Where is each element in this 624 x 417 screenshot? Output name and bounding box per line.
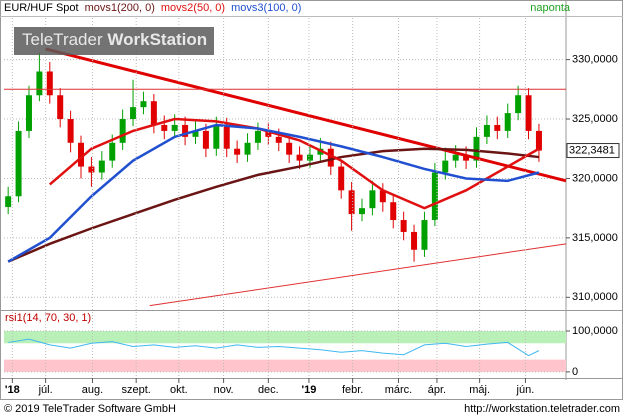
x-tick-label: ápr.: [428, 384, 446, 396]
trend-line: [45, 47, 567, 183]
candle-body: [98, 160, 105, 173]
watermark: TeleTrader WorkStation: [22, 30, 207, 49]
x-tick-label: '18: [5, 384, 20, 396]
ma-line: [7, 123, 540, 263]
trend-line: [149, 243, 567, 307]
candle-body: [88, 166, 95, 173]
legend-entry: movs3(100, 0): [231, 2, 301, 14]
x-tick-label: aug.: [82, 384, 103, 396]
last-value-box: [566, 143, 620, 159]
candle-body: [78, 142, 85, 167]
watermark-text: WorkStation: [107, 30, 207, 49]
x-tick-label: máj.: [469, 384, 490, 396]
candle-body: [36, 71, 43, 96]
candle-body: [400, 220, 407, 232]
candle-body: [296, 154, 303, 161]
candle-body: [213, 124, 220, 149]
candle-body: [182, 124, 189, 137]
footer-right: http://workstation.teletrader.com: [464, 403, 620, 415]
candle-body: [5, 196, 12, 207]
panel-label: rsi1(14, 70, 30, 1): [5, 312, 91, 324]
candle-body: [171, 124, 178, 131]
candle-body: [109, 142, 116, 161]
y-tick-label: 0: [572, 366, 578, 378]
candle-body: [15, 130, 22, 197]
candle-body: [504, 113, 511, 131]
candle-body: [327, 148, 334, 167]
watermark-box: [14, 27, 214, 55]
candle-body: [379, 190, 386, 203]
candle-body: [431, 172, 438, 221]
candle-body: [348, 190, 355, 215]
candle-body: [46, 71, 53, 96]
candle-body: [202, 130, 209, 149]
ma-line: [48, 117, 540, 210]
period: naponta: [530, 2, 571, 14]
candle-body: [223, 124, 230, 149]
candle-body: [494, 124, 501, 131]
candle-body: [254, 130, 261, 143]
x-tick-label: júl.: [38, 384, 53, 396]
legend-entry: movs1(200, 0): [85, 2, 155, 14]
rsi-line: [8, 338, 540, 357]
y-tick-label: 315,0000: [572, 232, 618, 244]
candle-body: [192, 130, 199, 137]
y-tick-label: 320,0000: [572, 172, 618, 184]
x-tick-label: '19: [302, 384, 317, 396]
candle-body: [515, 95, 522, 114]
candle-body: [483, 124, 490, 137]
x-tick-label: okt.: [170, 384, 188, 396]
x-tick-label: jún.: [516, 384, 535, 396]
y-tick-label: 330,0000: [572, 54, 618, 66]
candle-body: [390, 202, 397, 221]
band: [4, 330, 566, 344]
last-value-label: 322,3481: [569, 144, 615, 156]
ma-line: [7, 147, 540, 263]
candle-body: [265, 130, 272, 137]
candle-body: [57, 95, 64, 120]
candle-body: [338, 166, 345, 191]
x-tick-label: márc.: [385, 384, 413, 396]
candle-body: [161, 124, 168, 131]
candle-body: [463, 154, 470, 161]
candle-body: [119, 119, 126, 143]
x-tick-label: szept.: [121, 384, 150, 396]
candle-body: [369, 190, 376, 209]
x-tick-label: nov.: [214, 384, 234, 396]
candle-body: [359, 208, 366, 215]
footer-left: © 2019 TeleTrader Software GmbH: [4, 403, 176, 415]
candle-body: [411, 231, 418, 250]
candle-body: [244, 142, 251, 155]
candle-body: [275, 136, 282, 143]
y-tick-label: 310,0000: [572, 291, 618, 303]
x-tick-label: febr.: [342, 384, 363, 396]
candle-body: [67, 119, 74, 143]
candle-body: [525, 95, 532, 131]
watermark-text: TeleTrader: [22, 30, 103, 49]
candle-body: [25, 95, 32, 131]
candle-body: [473, 136, 480, 161]
candle-body: [442, 160, 449, 173]
candle-body: [306, 154, 313, 161]
candle-body: [452, 154, 459, 161]
candle-body: [234, 148, 241, 155]
legend-entry: movs2(50, 0): [161, 2, 225, 14]
plot: 310,0000 315,0000 320,0000 325,0000 330,0000…: [4, 18, 620, 396]
y-tick-label: 100,0000: [572, 325, 618, 337]
header: EUR/HUF Spot movs1(200, 0) movs2(50, 0) mov…: [4, 2, 301, 14]
y-tick-label: 325,0000: [572, 113, 618, 125]
chart-title: EUR/HUF Spot: [4, 2, 79, 14]
candle-body: [130, 107, 137, 120]
candle-body: [140, 101, 147, 108]
x-tick-label: dec.: [258, 384, 279, 396]
candle-body: [150, 101, 157, 125]
candle-body: [421, 220, 428, 250]
candle-body: [535, 130, 542, 151]
candle-body: [286, 142, 293, 155]
band: [4, 359, 566, 372]
